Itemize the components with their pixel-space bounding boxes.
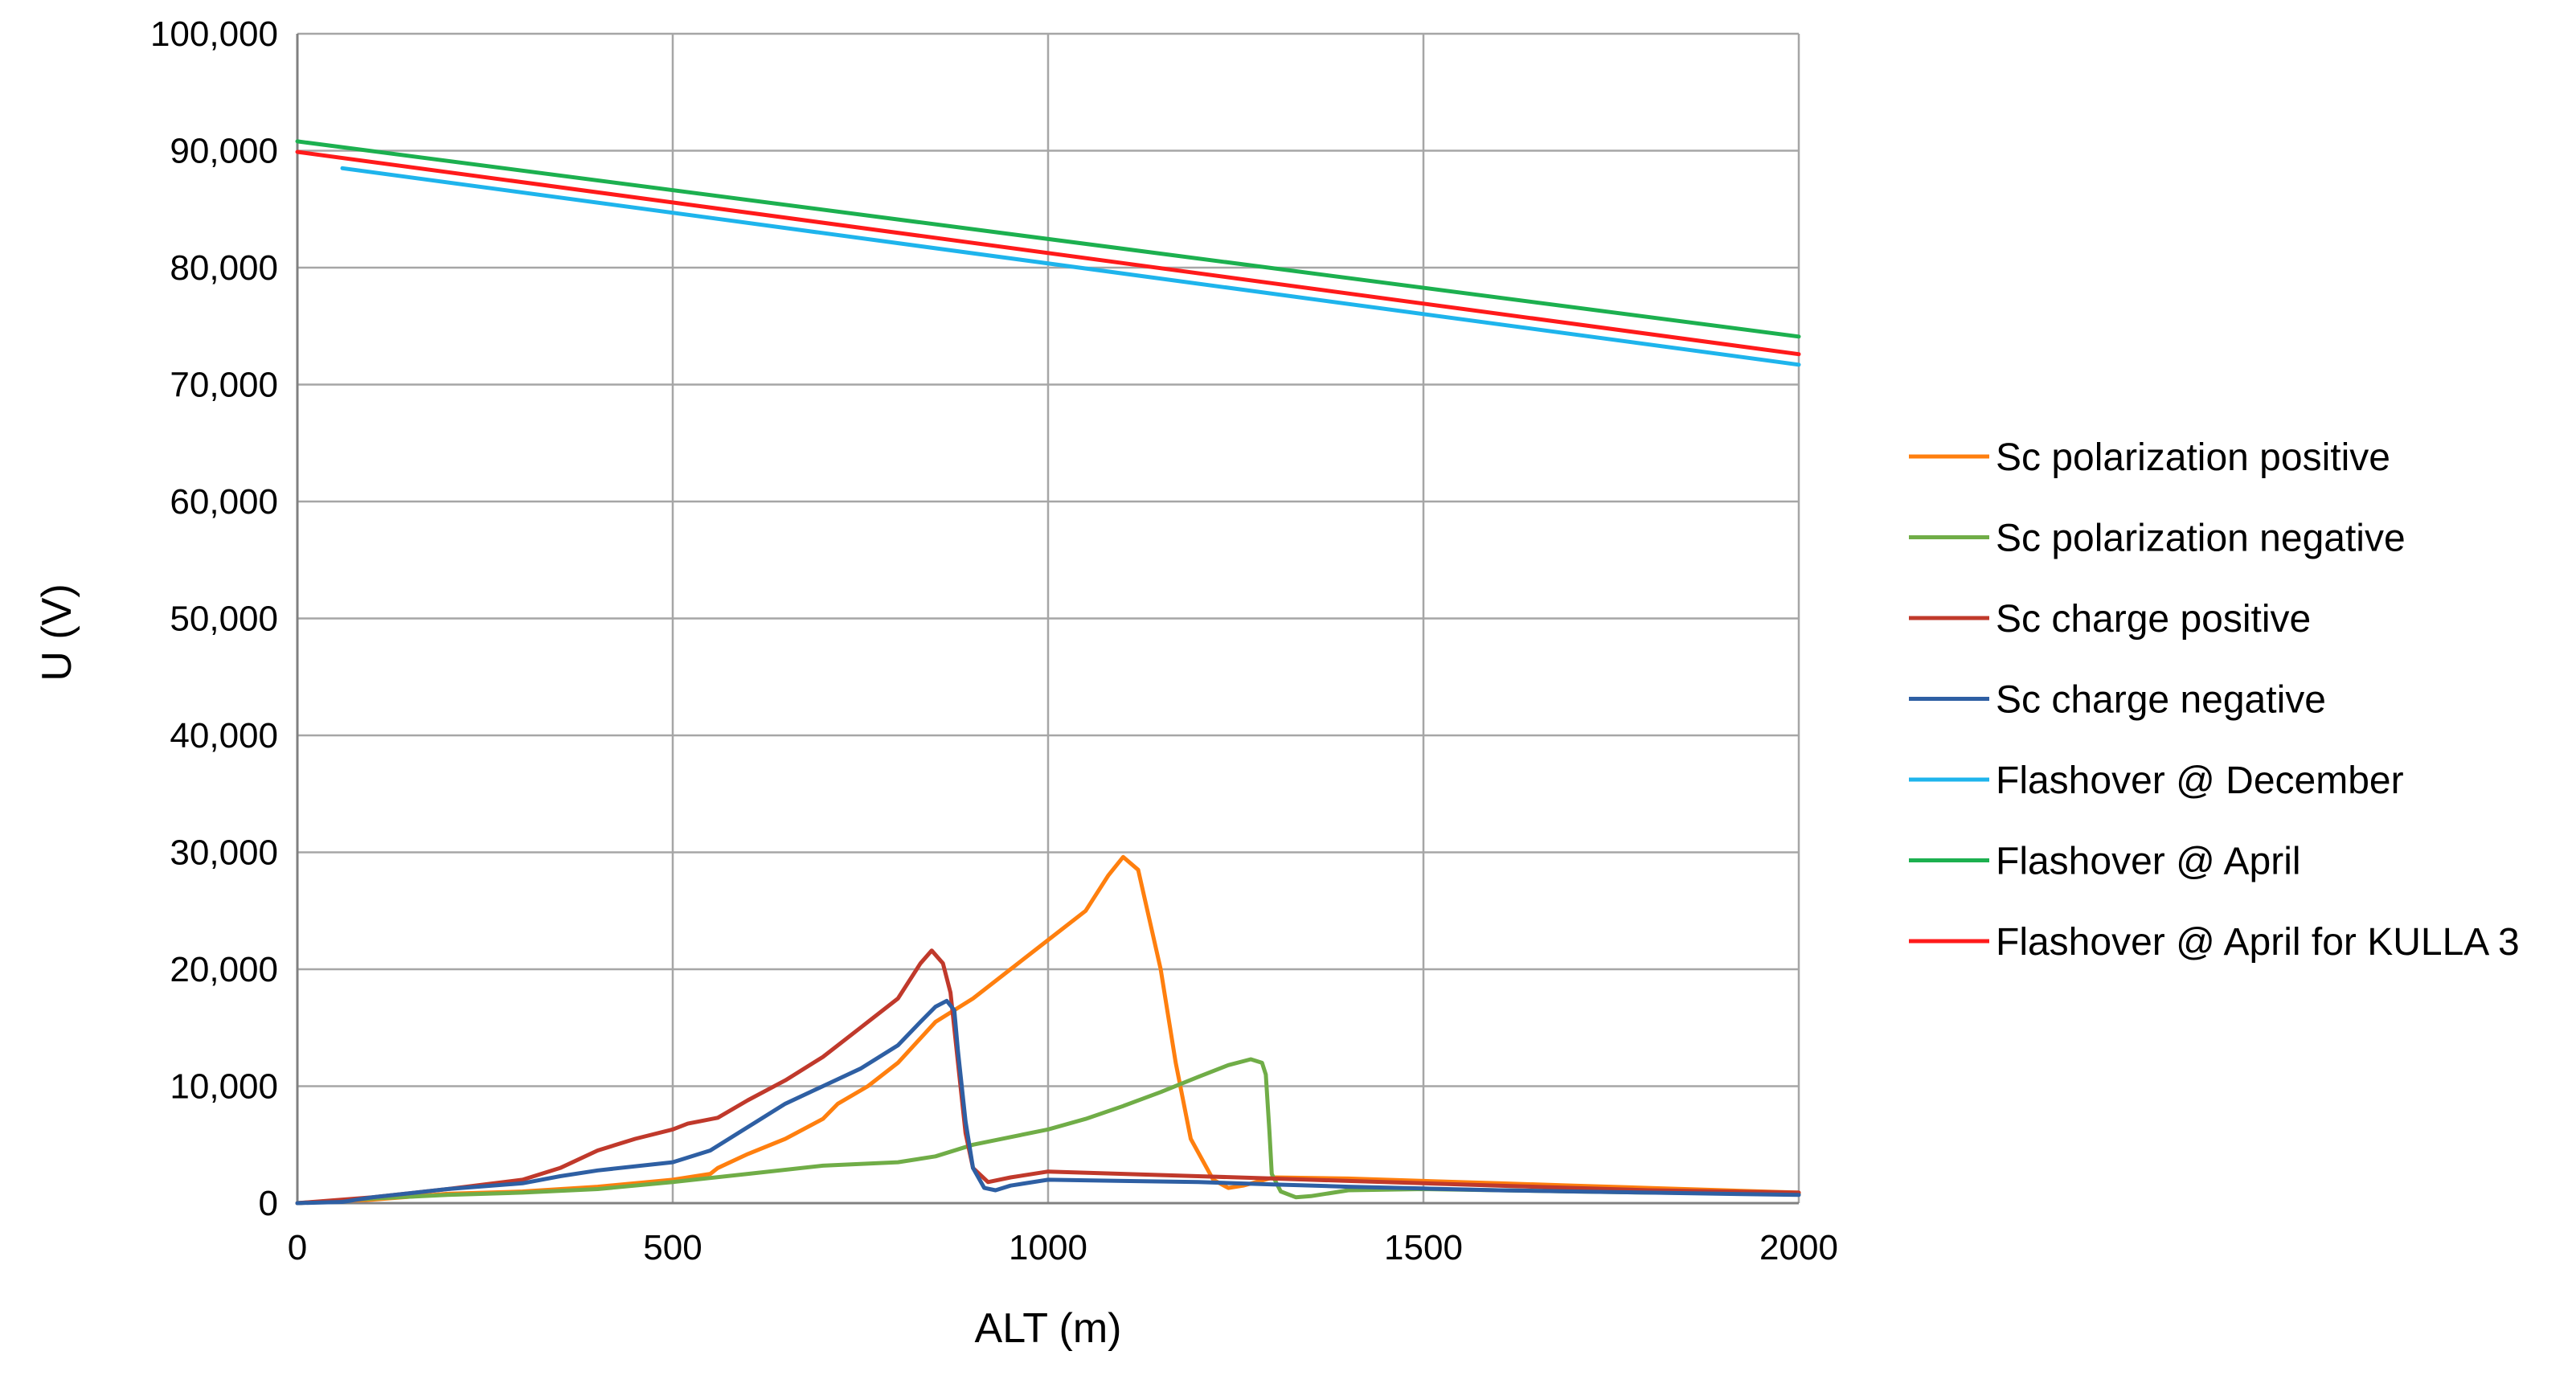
x-tick-label: 1000 xyxy=(1009,1228,1087,1267)
series-lines xyxy=(295,139,1801,1206)
axes xyxy=(296,34,1799,1205)
legend-label: Sc polarization negative xyxy=(1996,518,2406,560)
gridlines xyxy=(296,32,1800,1205)
series-line xyxy=(295,998,1801,1206)
x-axis-title: ALT (m) xyxy=(975,1305,1122,1352)
legend-label: Flashover @ April xyxy=(1996,841,2301,883)
legend-label: Flashover @ April for KULLA 3 xyxy=(1996,921,2520,964)
y-tick-label: 0 xyxy=(259,1184,278,1223)
legend: Sc polarization positive Sc polarization … xyxy=(1909,436,2520,964)
y-tick-label: 40,000 xyxy=(170,716,278,755)
series-line xyxy=(295,948,1801,1206)
y-tick-label: 90,000 xyxy=(170,132,278,171)
series-line xyxy=(295,149,1801,357)
x-tick-label: 1500 xyxy=(1384,1228,1463,1267)
series-line xyxy=(295,139,1801,339)
y-tick-label: 30,000 xyxy=(170,833,278,873)
tick-labels: 0 10,000 20,000 30,000 40,000 50,000 60,000 70,… xyxy=(150,14,1838,1267)
legend-label: Sc charge negative xyxy=(1996,679,2326,722)
y-tick-label: 50,000 xyxy=(170,600,278,639)
x-tick-label: 500 xyxy=(643,1228,702,1267)
y-tick-label: 20,000 xyxy=(170,950,278,989)
y-tick-label: 10,000 xyxy=(170,1067,278,1107)
y-tick-label: 70,000 xyxy=(170,366,278,405)
x-tick-label: 2000 xyxy=(1759,1228,1838,1267)
y-tick-label: 80,000 xyxy=(170,248,278,288)
series-line xyxy=(340,166,1801,367)
legend-label: Flashover @ December xyxy=(1996,759,2404,802)
legend-label: Sc polarization positive xyxy=(1996,436,2390,479)
x-tick-label: 0 xyxy=(288,1228,307,1267)
y-axis-title: U (V) xyxy=(34,583,80,681)
y-tick-label: 100,000 xyxy=(150,14,278,54)
legend-label: Sc charge positive xyxy=(1996,598,2311,641)
series-line xyxy=(295,854,1801,1206)
y-tick-label: 60,000 xyxy=(170,482,278,522)
